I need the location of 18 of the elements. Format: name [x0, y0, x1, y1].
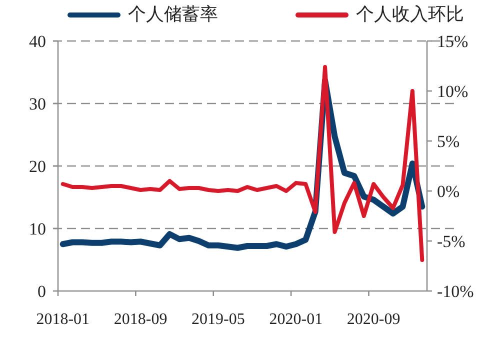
- y2-tick-label: 15%: [437, 32, 468, 51]
- y-tick-label: 0: [38, 282, 46, 301]
- y2-tick-label: -5%: [437, 232, 466, 251]
- y2-tick-label: 0%: [437, 182, 460, 201]
- y-tick-label: 40: [29, 32, 46, 51]
- x-tick-label: 2018-09: [114, 311, 168, 328]
- y-tick-label: 20: [29, 157, 46, 176]
- y-tick-label: 10: [29, 220, 46, 238]
- x-tick-label: 2020-01: [269, 311, 323, 328]
- x-tick-label: 2019-05: [192, 311, 245, 328]
- legend-label: 个人储蓄率: [128, 4, 218, 25]
- x-tick-label: 2018-01: [36, 311, 90, 328]
- x-tick-label: 2020-09: [346, 311, 400, 328]
- y2-tick-label: -10%: [437, 282, 474, 301]
- y-tick-label: 30: [29, 94, 46, 114]
- y2-tick-label: 10%: [437, 82, 468, 101]
- legend-label: 个人收入环比: [356, 4, 464, 25]
- y2-tick-label: 5%: [437, 132, 460, 151]
